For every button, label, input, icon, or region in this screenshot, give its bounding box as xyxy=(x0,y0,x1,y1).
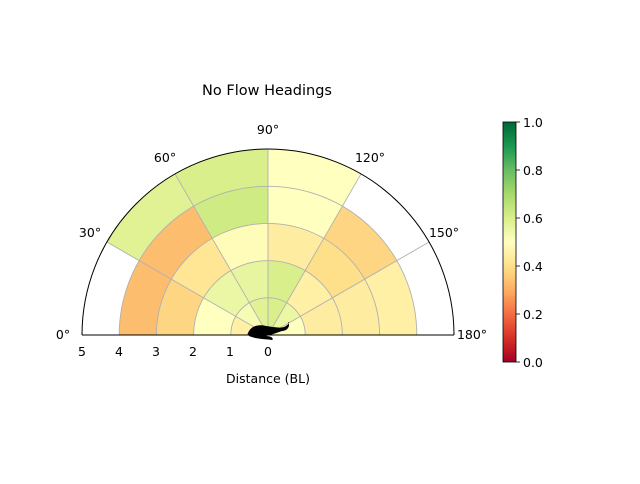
angle-gridline-30 xyxy=(106,241,269,336)
heatmap-cell-13 xyxy=(175,149,268,207)
colorbar-tick-1: 0.2 xyxy=(523,307,543,322)
colorbar-tick-4: 0.8 xyxy=(523,163,543,178)
heatmap-cell-1 xyxy=(193,297,236,335)
colorbar-tick-0: 0.0 xyxy=(523,355,543,370)
angle-tick-labels: 0° 30° 60° 90° 120° 150° 180° xyxy=(56,122,487,342)
colorbar-tick-5: 1.0 xyxy=(523,115,543,130)
angle-tick-30: 30° xyxy=(79,225,101,240)
colorbar: 0.0 0.2 0.4 0.6 0.8 1.0 xyxy=(502,115,543,370)
colorbar-ticks xyxy=(516,121,520,363)
heatmap-cell-10 xyxy=(230,260,268,303)
heatmap-cell-18 xyxy=(268,149,361,207)
radial-tick-3: 3 xyxy=(152,344,160,359)
heatmap-cell-14 xyxy=(268,297,287,335)
heatmap-cell-22 xyxy=(323,206,397,280)
radial-tick-labels: 5 4 3 2 1 0 xyxy=(78,344,272,359)
angle-tick-90: 90° xyxy=(257,122,279,137)
angle-gridline-150 xyxy=(267,241,430,336)
heatmap-cell-12 xyxy=(193,186,268,239)
angle-tick-180: 180° xyxy=(457,327,487,342)
angle-gridline-120 xyxy=(267,173,362,336)
heatmap-cells xyxy=(106,149,417,335)
radial-tick-5: 5 xyxy=(78,344,86,359)
radial-tick-1: 1 xyxy=(226,344,234,359)
heatmap-cell-7 xyxy=(139,206,213,280)
heatmap-cell-16 xyxy=(268,223,324,271)
colorbar-tick-3: 0.6 xyxy=(523,211,543,226)
colorbar-gradient xyxy=(502,121,517,363)
heatmap-cell-5 xyxy=(203,270,250,317)
heatmap-cell-2 xyxy=(156,279,204,335)
radial-tick-4: 4 xyxy=(115,344,123,359)
heatmap-cell-11 xyxy=(212,223,268,271)
radial-tick-0: 0 xyxy=(264,344,272,359)
angle-tick-150: 150° xyxy=(429,225,459,240)
outer-boundary xyxy=(81,148,455,336)
angle-gridline-60 xyxy=(174,173,269,336)
chart-title: No Flow Headings xyxy=(202,83,332,99)
heatmap-cell-20 xyxy=(286,270,333,317)
x-axis-label: Distance (BL) xyxy=(226,371,310,386)
radial-tick-2: 2 xyxy=(189,344,197,359)
fish-silhouette-icon xyxy=(247,322,290,340)
heatmap-cell-8 xyxy=(106,173,194,261)
heatmap-cell-17 xyxy=(268,186,343,239)
heatmap-cell-3 xyxy=(119,260,172,335)
angle-tick-0: 0° xyxy=(56,327,70,342)
heatmap-cell-24 xyxy=(300,297,343,335)
colorbar-tick-2: 0.4 xyxy=(523,259,543,274)
angle-tick-60: 60° xyxy=(154,150,176,165)
angle-tick-120: 120° xyxy=(355,150,385,165)
polar-grid xyxy=(106,149,430,336)
heatmap-cell-25 xyxy=(332,279,380,335)
heatmap-cell-19 xyxy=(268,302,301,335)
heatmap-cell-6 xyxy=(171,238,231,298)
heatmap-cell-26 xyxy=(364,260,417,335)
heatmap-cell-15 xyxy=(268,260,306,303)
heatmap-cell-21 xyxy=(305,238,365,298)
